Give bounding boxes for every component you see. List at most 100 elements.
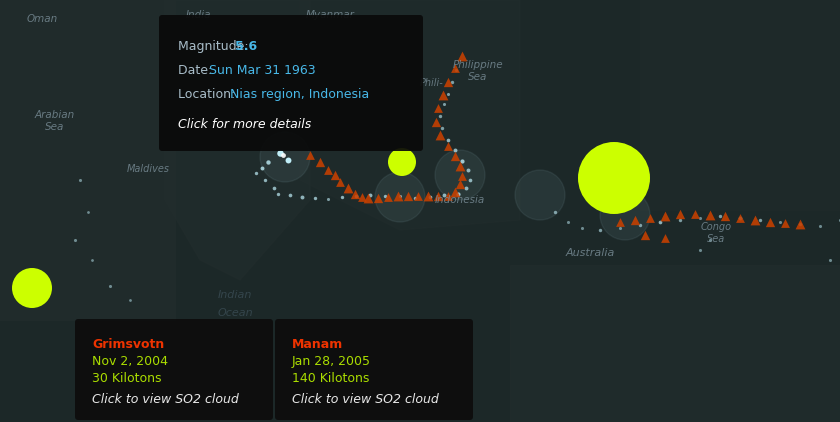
Point	[328, 172, 342, 179]
Point	[561, 219, 575, 225]
Text: Magnitude:: Magnitude:	[178, 40, 253, 53]
Circle shape	[435, 150, 485, 200]
Point	[793, 221, 806, 227]
Text: Maldives: Maldives	[127, 164, 170, 174]
Text: Grimsvotn: Grimsvotn	[92, 338, 165, 351]
Point	[713, 213, 727, 219]
Text: 140 Kilotons: 140 Kilotons	[292, 372, 370, 385]
Point	[674, 211, 687, 217]
Point	[321, 196, 334, 203]
Text: Phili-: Phili-	[420, 78, 444, 88]
Point	[779, 219, 792, 226]
Text: Click for more details: Click for more details	[178, 118, 312, 131]
Text: 30 Kilotons: 30 Kilotons	[92, 372, 161, 385]
Point	[459, 184, 473, 191]
Text: Click to view SO2 cloud: Click to view SO2 cloud	[292, 393, 438, 406]
Polygon shape	[510, 265, 840, 422]
Point	[255, 165, 269, 171]
Point	[431, 192, 444, 199]
Point	[464, 177, 477, 184]
Point	[449, 146, 462, 153]
Text: Nov 2, 2004: Nov 2, 2004	[92, 355, 168, 368]
Point	[575, 225, 589, 231]
Text: 5.6: 5.6	[235, 40, 257, 53]
Point	[654, 219, 667, 225]
Point	[733, 215, 747, 222]
Point	[371, 195, 385, 201]
Point	[73, 177, 87, 184]
Point	[308, 195, 322, 201]
Point	[753, 216, 767, 223]
Point	[613, 219, 627, 225]
Point	[283, 192, 297, 198]
Text: Click to view SO2 cloud: Click to view SO2 cloud	[92, 393, 239, 406]
Point	[688, 211, 701, 217]
Circle shape	[388, 148, 416, 176]
Point	[435, 124, 449, 131]
FancyBboxPatch shape	[159, 15, 423, 151]
Point	[402, 192, 415, 199]
Polygon shape	[300, 0, 520, 230]
Point	[433, 113, 447, 119]
Text: Australia: Australia	[565, 248, 615, 258]
Bar	[0, 0, 175, 320]
Point	[261, 159, 275, 165]
Point	[593, 227, 606, 233]
Text: Arabian
Sea: Arabian Sea	[35, 110, 75, 132]
Point	[718, 213, 732, 219]
Point	[267, 184, 281, 191]
Point	[449, 67, 463, 73]
Point	[441, 137, 454, 143]
Point	[381, 194, 395, 200]
Point	[833, 216, 840, 223]
Point	[823, 257, 837, 263]
Point	[273, 150, 286, 157]
Point	[449, 189, 462, 195]
Text: India: India	[186, 10, 211, 20]
Polygon shape	[165, 0, 310, 280]
Point	[321, 167, 334, 173]
Point	[748, 216, 762, 223]
Point	[455, 53, 469, 60]
Point	[363, 192, 376, 198]
Point	[549, 208, 562, 215]
Point	[303, 151, 317, 158]
Point	[454, 162, 467, 169]
Point	[455, 173, 469, 179]
Point	[422, 192, 435, 199]
Point	[341, 184, 354, 191]
Point	[659, 213, 672, 219]
FancyBboxPatch shape	[275, 319, 473, 420]
Point	[123, 297, 137, 303]
Point	[693, 246, 706, 253]
Point	[451, 191, 465, 197]
Text: Indian: Indian	[218, 290, 252, 300]
Text: Philippine
Sea: Philippine Sea	[453, 60, 503, 81]
Point	[793, 221, 806, 227]
Point	[378, 192, 391, 199]
Point	[703, 211, 717, 218]
Text: Myanmar: Myanmar	[306, 10, 354, 20]
Point	[438, 192, 451, 198]
Point	[674, 216, 687, 223]
Point	[103, 283, 117, 289]
Point	[613, 225, 627, 231]
Point	[429, 119, 443, 125]
Point	[441, 143, 454, 149]
Point	[361, 195, 375, 201]
Point	[438, 100, 451, 107]
Point	[68, 237, 81, 243]
Point	[774, 219, 787, 225]
Point	[249, 170, 263, 176]
Point	[628, 216, 642, 223]
Point	[449, 65, 462, 71]
Point	[436, 92, 449, 98]
Point	[643, 215, 657, 222]
Circle shape	[260, 132, 310, 182]
Point	[441, 192, 454, 199]
Point	[461, 167, 475, 173]
Point	[454, 181, 467, 187]
Bar	[640, 0, 840, 210]
Circle shape	[578, 142, 650, 214]
Text: Manam: Manam	[292, 338, 344, 351]
